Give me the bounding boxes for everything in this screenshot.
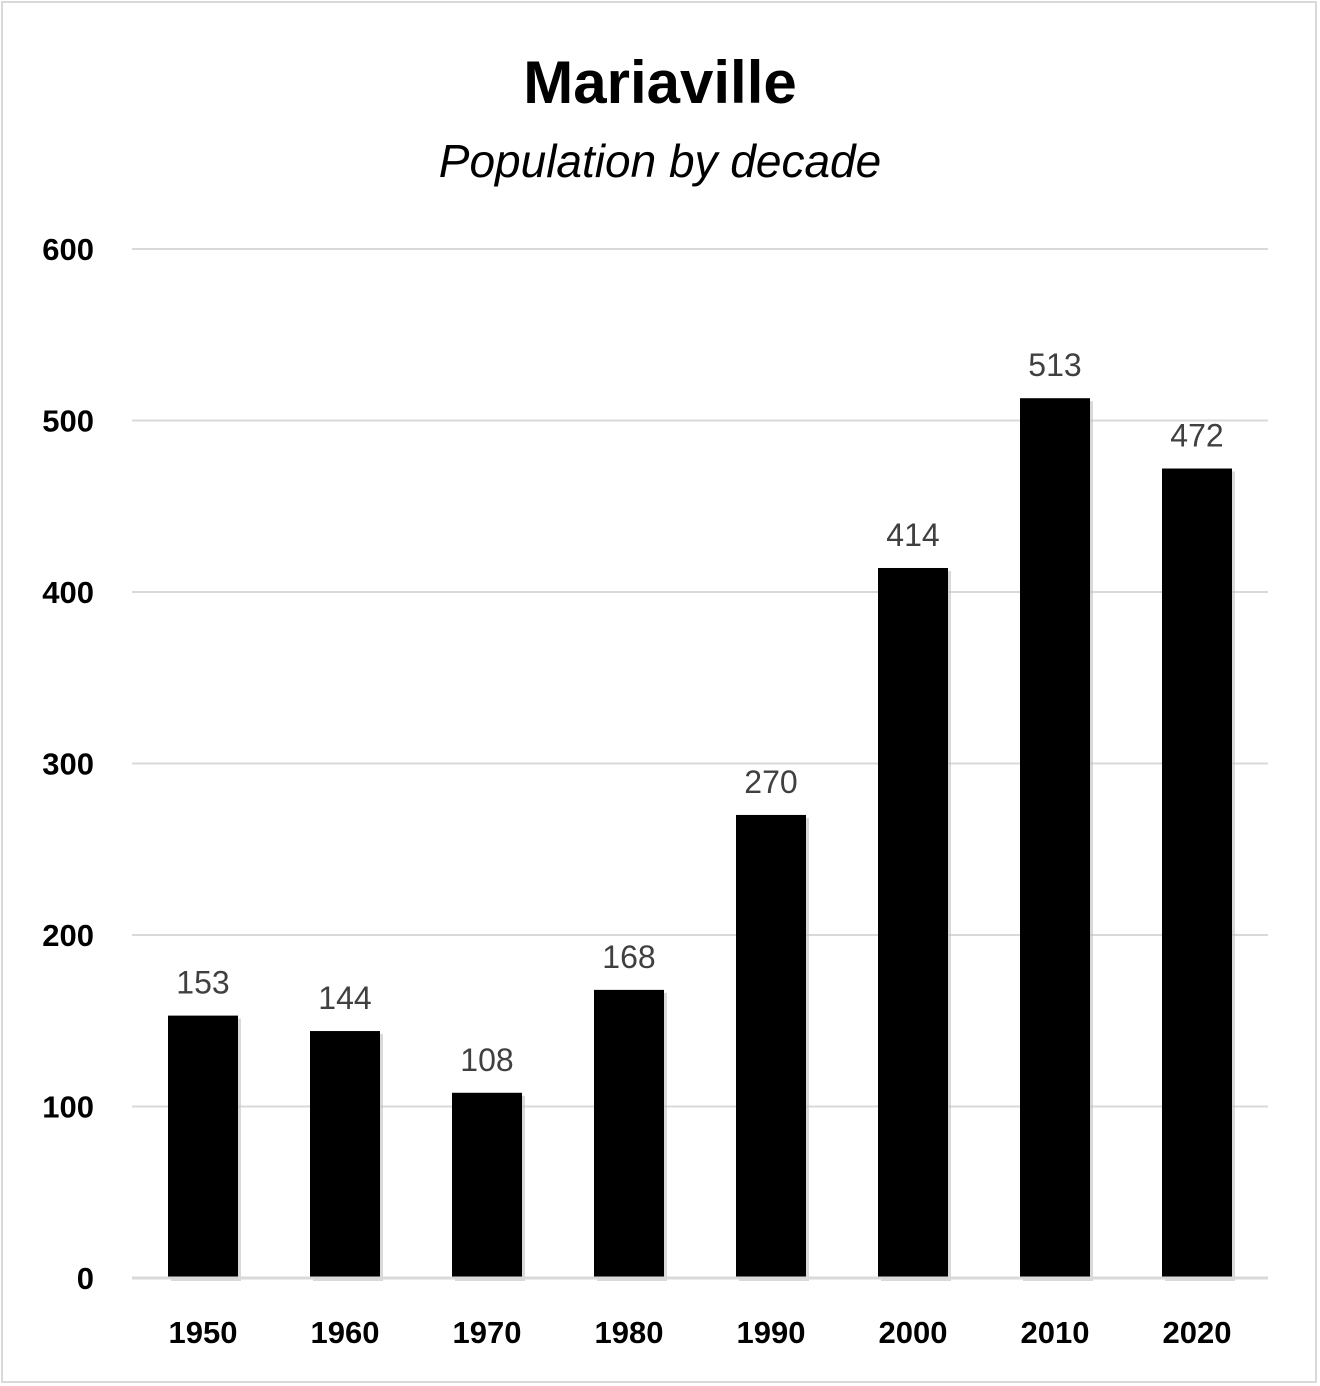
data-label: 168 (602, 939, 655, 975)
bar (878, 567, 948, 1278)
data-label: 108 (460, 1042, 513, 1078)
y-tick-label: 500 (42, 404, 94, 439)
bar (594, 989, 664, 1278)
bar (452, 1092, 522, 1278)
x-tick-label: 2020 (1163, 1315, 1232, 1350)
data-label: 472 (1170, 418, 1223, 454)
x-tick-label: 1990 (737, 1315, 806, 1350)
x-tick-label: 1970 (453, 1315, 522, 1350)
bar (168, 1015, 238, 1278)
chart-title: Mariaville (523, 49, 797, 116)
x-tick-label: 2010 (1021, 1315, 1090, 1350)
chart-subtitle: Population by decade (438, 135, 882, 187)
y-tick-label: 600 (42, 232, 94, 267)
y-tick-label: 300 (42, 747, 94, 782)
y-tick-label: 200 (42, 918, 94, 953)
data-label: 414 (886, 517, 939, 553)
bar (1162, 468, 1232, 1278)
data-label: 513 (1028, 347, 1081, 383)
data-label: 270 (744, 764, 797, 800)
x-tick-label: 1980 (595, 1315, 664, 1350)
y-tick-label: 0 (77, 1261, 94, 1296)
x-tick-label: 1950 (169, 1315, 238, 1350)
data-label: 144 (318, 980, 371, 1016)
data-label: 153 (176, 965, 229, 1001)
bar (736, 814, 806, 1278)
x-tick-label: 2000 (879, 1315, 948, 1350)
y-tick-label: 400 (42, 575, 94, 610)
bar (310, 1031, 380, 1278)
x-tick-label: 1960 (311, 1315, 380, 1350)
y-tick-label: 100 (42, 1090, 94, 1125)
bar (1020, 398, 1090, 1279)
